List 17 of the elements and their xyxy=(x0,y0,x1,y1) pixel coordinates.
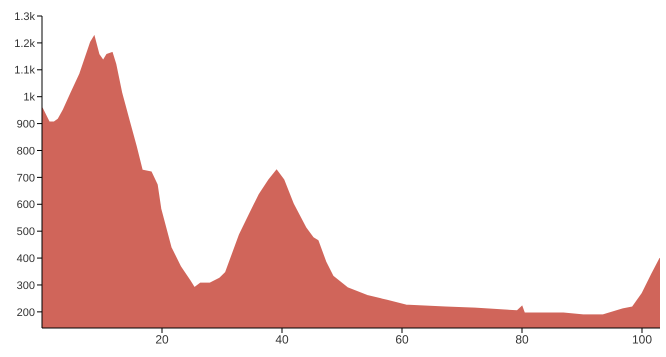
y-tick-label: 600 xyxy=(16,199,35,212)
x-tick-label: 80 xyxy=(515,332,529,347)
y-tick-label: 1.2k xyxy=(14,38,36,50)
y-tick-label: 300 xyxy=(16,280,35,292)
y-tick-label: 500 xyxy=(16,226,35,238)
x-tick-label: 100 xyxy=(632,332,652,347)
y-tick-label: 200 xyxy=(16,306,35,319)
x-tick-label: 60 xyxy=(395,332,409,347)
y-tick-label: 400 xyxy=(16,252,35,265)
y-tick-label: 900 xyxy=(16,118,35,130)
y-tick-label: 700 xyxy=(16,172,35,184)
x-tick-label: 20 xyxy=(155,332,169,347)
y-tick-label: 1.3k xyxy=(14,10,36,23)
y-tick-label: 1k xyxy=(23,92,36,104)
x-tick-label: 40 xyxy=(275,332,289,347)
y-tick-label: 800 xyxy=(16,145,35,158)
y-tick-label: 1.1k xyxy=(14,64,36,77)
